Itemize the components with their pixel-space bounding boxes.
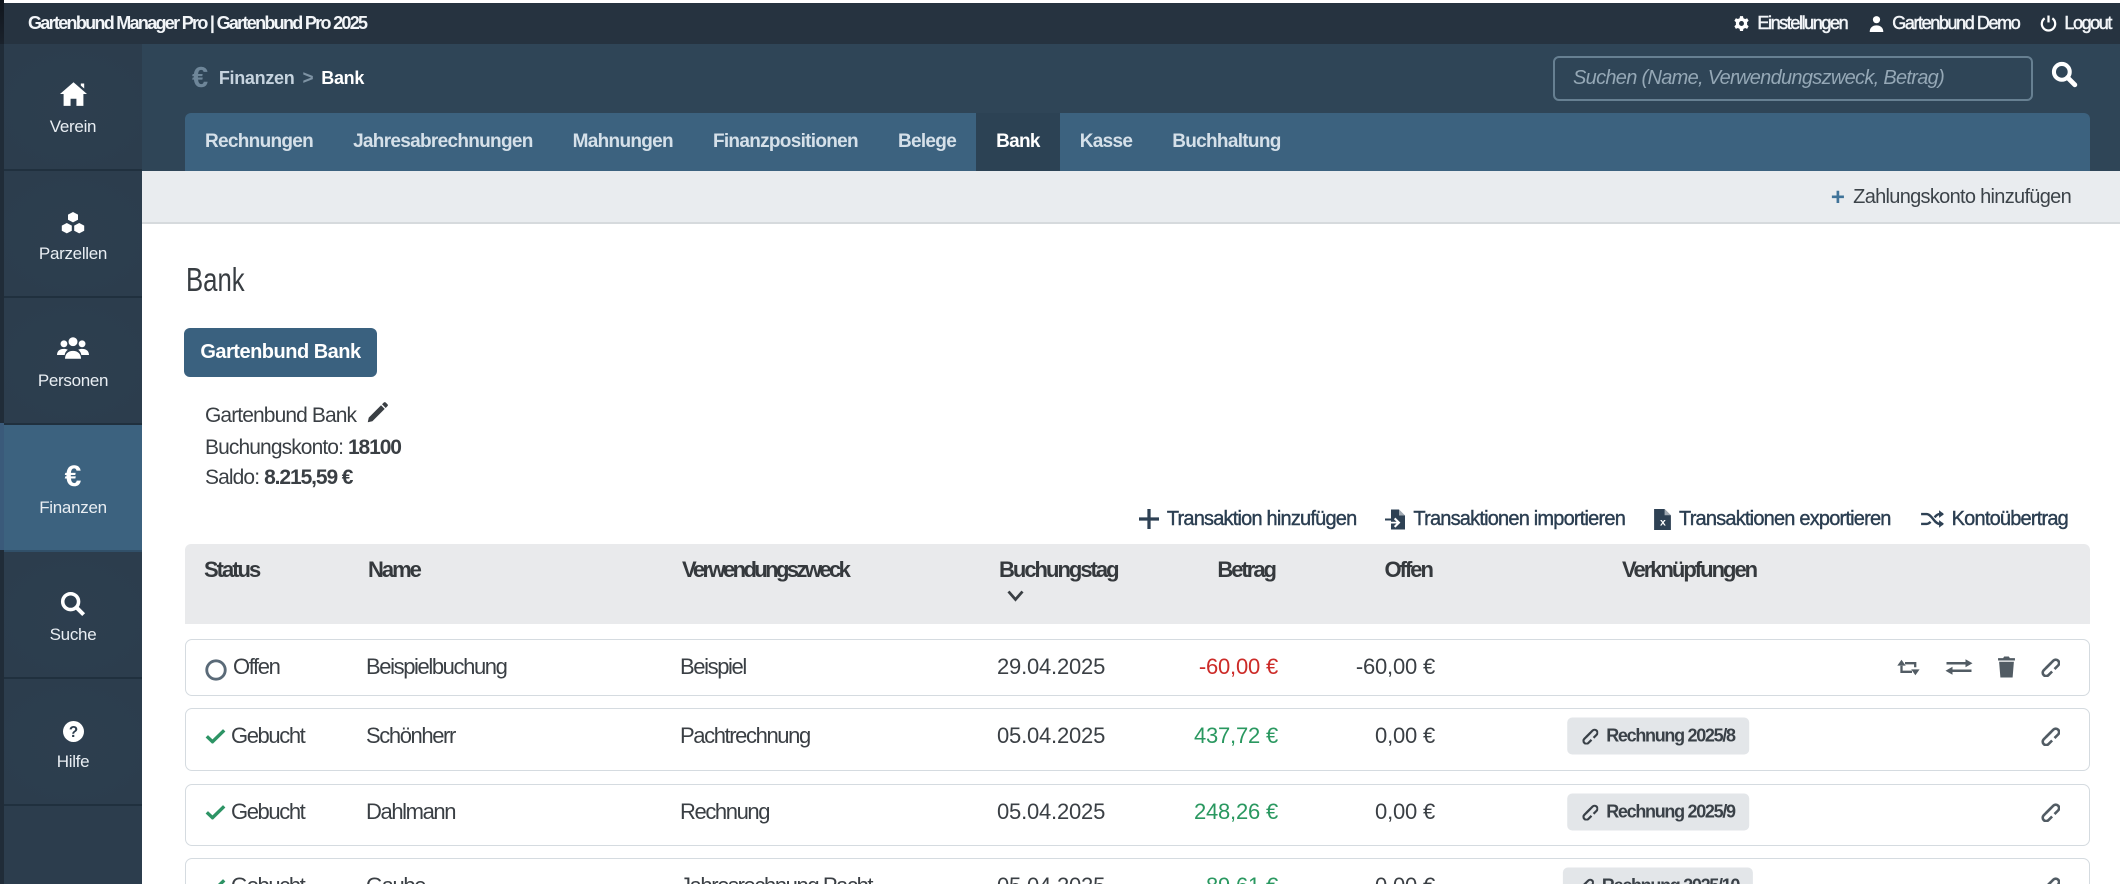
- svg-text:?: ?: [68, 723, 77, 740]
- svg-text:x: x: [1660, 516, 1666, 528]
